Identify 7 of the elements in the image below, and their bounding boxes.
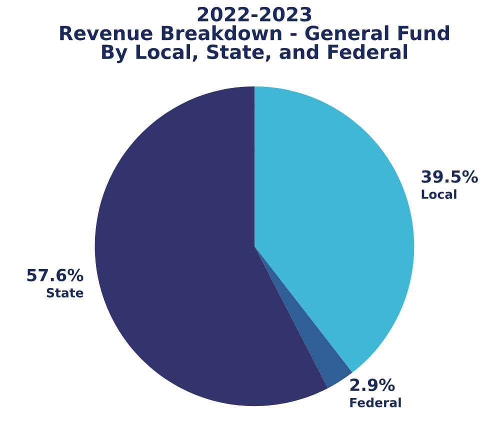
slice-label: Local xyxy=(422,189,456,199)
data-label: 2.9% xyxy=(350,378,395,392)
chart-title: 2022-2023 Revenue Breakdown - General Fund By Local, State, and Federal xyxy=(60,6,449,64)
slice-label: Federal xyxy=(350,398,401,408)
slice-label: State xyxy=(46,288,84,298)
data-label: 39.5% xyxy=(422,170,478,183)
data-label: 57.6% xyxy=(27,268,84,282)
